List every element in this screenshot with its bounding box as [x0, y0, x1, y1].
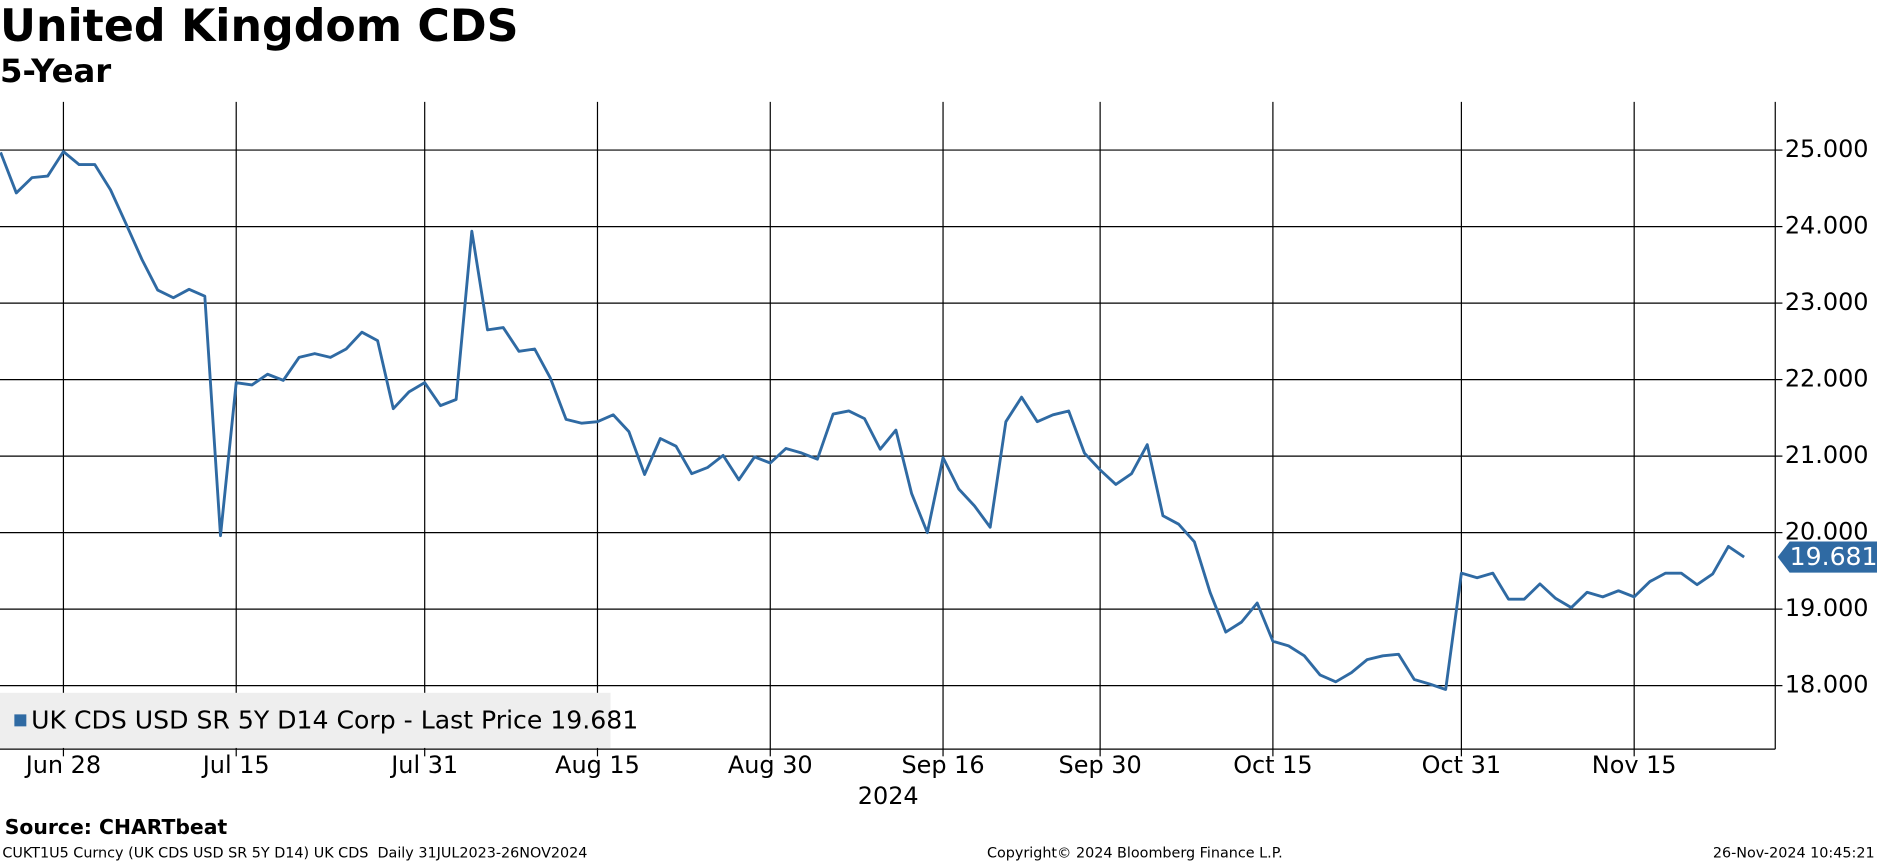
legend-box: [0, 692, 611, 748]
y-tick-label: 25.000: [1785, 135, 1869, 163]
x-tick-label: Oct 31: [1422, 751, 1501, 779]
x-tick-label: Nov 15: [1592, 751, 1677, 779]
x-axis-label: 2024: [858, 782, 919, 810]
y-tick-label: 21.000: [1785, 441, 1869, 469]
line: [0, 150, 1745, 691]
legend-swatch: [14, 714, 27, 727]
footer-right: 26-Nov-2024 10:45:21: [1713, 845, 1875, 861]
x-tick-label: Aug 15: [555, 751, 640, 779]
last-price-label: 19.681: [1790, 542, 1877, 571]
x-tick-label: Oct 15: [1233, 751, 1312, 779]
x-tick-label: Jul 15: [201, 751, 270, 779]
chart-title: United Kingdom CDS: [0, 1, 519, 52]
y-tick-label: 20.000: [1785, 518, 1869, 546]
source: Source: CHARTbeat: [5, 815, 228, 839]
chart-subtitle: 5-Year: [0, 52, 111, 90]
x-tick-label: Sep 30: [1059, 751, 1142, 779]
x-tick-label: Jun 28: [24, 751, 101, 779]
y-tick-label: 23.000: [1785, 288, 1869, 316]
last-price-tag: [1777, 541, 1877, 573]
y-tick-label: 18.000: [1785, 671, 1869, 699]
x-tick-label: Aug 30: [728, 751, 813, 779]
x-tick-label: Sep 16: [901, 751, 984, 779]
x-tick-label: Jul 31: [389, 751, 458, 779]
legend-label: UK CDS USD SR 5Y D14 Corp - Last Price 1…: [31, 706, 638, 735]
footer-center: Copyright© 2024 Bloomberg Finance L.P.: [987, 845, 1283, 861]
y-tick-label: 19.000: [1785, 594, 1869, 622]
y-tick-label: 24.000: [1785, 212, 1869, 240]
y-tick-label: 22.000: [1785, 365, 1869, 393]
footer-left: CUKT1U5 Curncy (UK CDS USD SR 5Y D14) UK…: [2, 845, 587, 861]
